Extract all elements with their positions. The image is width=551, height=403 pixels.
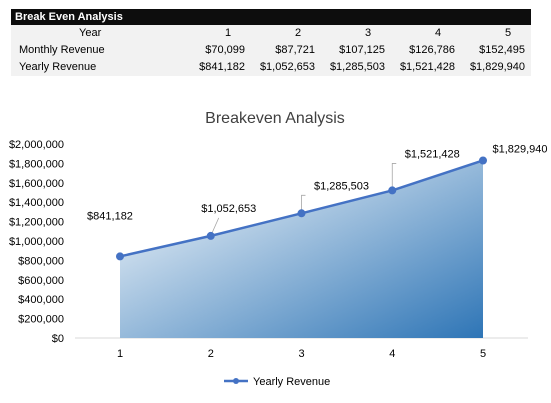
value-cell[interactable]: $1,052,653	[259, 61, 315, 73]
x-tick-label: 5	[480, 348, 486, 360]
data-point[interactable]	[206, 231, 215, 240]
y-tick-label: $1,000,000	[9, 236, 64, 248]
legend[interactable]: Yearly Revenue	[224, 376, 330, 388]
y-tick-label: $1,600,000	[9, 178, 64, 190]
year-cell[interactable]: 1	[224, 27, 232, 39]
legend-marker	[233, 378, 239, 384]
data-label: $841,182	[87, 210, 133, 222]
value-cell[interactable]: $107,125	[339, 44, 385, 56]
y-tick-label: $1,200,000	[9, 217, 64, 229]
value-cell[interactable]: $70,099	[205, 44, 245, 56]
x-tick-label: 3	[298, 348, 304, 360]
data-point[interactable]	[116, 252, 124, 261]
data-point[interactable]	[479, 156, 487, 165]
x-tick-label: 1	[117, 348, 123, 360]
data-label: $1,052,653	[201, 203, 256, 215]
year-cell[interactable]: 3	[364, 27, 372, 39]
year-header[interactable]: Year	[79, 27, 102, 39]
table-title: Break Even Analysis	[11, 9, 531, 25]
x-tick-label: 4	[389, 348, 395, 360]
breakeven-chart[interactable]: Breakeven Analysis $0 $200,000 $400,000 $60…	[0, 100, 551, 400]
y-tick-label: $0	[52, 333, 64, 345]
plot-area: $841,182 $1,052,653 $1,285,503 $1,521,428 $1…	[87, 143, 548, 338]
table-header-row: Year 1 2 3 4 5	[11, 25, 531, 42]
year-cell[interactable]: 2	[294, 27, 302, 39]
row-label[interactable]: Yearly Revenue	[19, 61, 97, 73]
legend-label: Yearly Revenue	[253, 376, 330, 388]
x-tick-label: 2	[208, 348, 214, 360]
y-tick-label: $400,000	[18, 294, 64, 306]
chart-title: Breakeven Analysis	[205, 110, 345, 127]
y-tick-label: $200,000	[18, 314, 64, 326]
data-point[interactable]	[388, 186, 397, 195]
row-label[interactable]: Monthly Revenue	[19, 44, 105, 56]
value-cell[interactable]: $1,521,428	[399, 61, 455, 73]
x-axis: 1 2 3 4 5	[75, 337, 528, 360]
y-tick-label: $1,400,000	[9, 197, 64, 209]
value-cell[interactable]: $1,285,503	[329, 61, 385, 73]
data-point[interactable]	[297, 209, 306, 218]
data-label: $1,829,940	[492, 143, 547, 155]
value-cell[interactable]: $1,829,940	[469, 61, 525, 73]
data-label: $1,521,428	[405, 148, 460, 160]
y-tick-label: $2,000,000	[9, 139, 64, 151]
value-cell[interactable]: $152,495	[479, 44, 525, 56]
y-axis: $0 $200,000 $400,000 $600,000 $800,000 $1,000…	[9, 139, 64, 345]
y-tick-label: $600,000	[18, 275, 64, 287]
value-cell[interactable]: $126,786	[409, 44, 455, 56]
break-even-table: Break Even Analysis Year 1 2 3 4 5 Month…	[11, 9, 531, 76]
data-label-leader	[301, 194, 306, 214]
value-cell[interactable]: $87,721	[275, 44, 315, 56]
y-tick-label: $800,000	[18, 255, 64, 267]
year-cell[interactable]: 4	[434, 27, 442, 39]
table-row: Yearly Revenue $841,182 $1,052,653 $1,28…	[11, 59, 531, 76]
area-fill	[120, 160, 483, 338]
y-tick-label: $1,800,000	[9, 158, 64, 170]
year-cell[interactable]: 5	[504, 27, 512, 39]
value-cell[interactable]: $841,182	[199, 61, 245, 73]
data-label-leader	[391, 163, 397, 191]
data-label: $1,285,503	[314, 180, 369, 192]
table-row: Monthly Revenue $70,099 $87,721 $107,125…	[11, 42, 531, 59]
